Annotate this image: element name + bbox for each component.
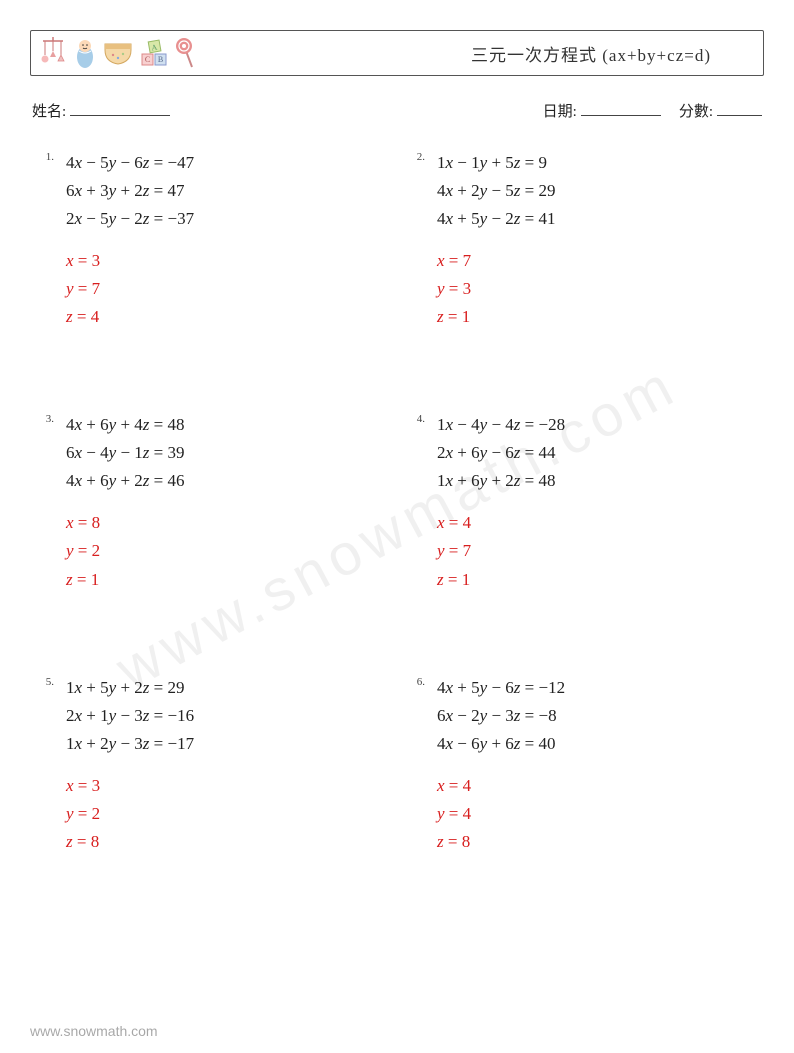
- answer-line: y = 2: [66, 800, 194, 828]
- answer-line: x = 4: [437, 772, 565, 800]
- equation: 4x − 5y − 6z = −47: [66, 149, 194, 177]
- problems-grid: 1. 4x − 5y − 6z = −47 6x + 3y + 2z = 47 …: [30, 149, 764, 856]
- equation: 1x + 5y + 2z = 29: [66, 674, 194, 702]
- equation: 2x + 6y − 6z = 44: [437, 439, 565, 467]
- answer-line: z = 8: [66, 828, 194, 856]
- header-icons: A C B: [39, 37, 197, 69]
- answer-line: z = 1: [437, 566, 565, 594]
- date-field: 日期:: [543, 100, 661, 121]
- answers: x = 3 y = 7 z = 4: [66, 247, 194, 331]
- equation: 1x + 6y + 2z = 48: [437, 467, 565, 495]
- svg-text:C: C: [145, 55, 150, 64]
- equation: 4x − 6y + 6z = 40: [437, 730, 565, 758]
- equation: 6x + 3y + 2z = 47: [66, 177, 194, 205]
- problem-number: 4.: [407, 411, 425, 425]
- date-label: 日期:: [543, 104, 577, 120]
- info-row: 姓名: 日期: 分數:: [30, 100, 764, 121]
- problem-number: 2.: [407, 149, 425, 163]
- equation: 4x + 6y + 2z = 46: [66, 467, 185, 495]
- answer-line: x = 7: [437, 247, 556, 275]
- blocks-icon: A C B: [139, 38, 169, 68]
- answer-line: z = 1: [437, 303, 556, 331]
- problem-number: 3.: [36, 411, 54, 425]
- answer-line: y = 3: [437, 275, 556, 303]
- svg-text:B: B: [158, 55, 163, 64]
- name-blank[interactable]: [70, 102, 170, 117]
- answer-line: x = 8: [66, 509, 185, 537]
- mobile-toy-icon: [39, 37, 67, 69]
- baby-icon: [73, 37, 97, 69]
- problem: 6. 4x + 5y − 6z = −12 6x − 2y − 3z = −8 …: [407, 674, 758, 856]
- equation: 1x + 2y − 3z = −17: [66, 730, 194, 758]
- answer-line: x = 3: [66, 247, 194, 275]
- rattle-icon: [175, 37, 197, 69]
- answers: x = 7 y = 3 z = 1: [437, 247, 556, 331]
- footer-url: www.snowmath.com: [30, 1023, 158, 1039]
- equation: 6x − 2y − 3z = −8: [437, 702, 565, 730]
- equation: 1x − 4y − 4z = −28: [437, 411, 565, 439]
- answers: x = 4 y = 4 z = 8: [437, 772, 565, 856]
- header-box: A C B 三元一次方程式 (ax+by+cz=d): [30, 30, 764, 76]
- problem-number: 5.: [36, 674, 54, 688]
- name-label: 姓名:: [32, 104, 66, 120]
- name-field: 姓名:: [32, 100, 170, 121]
- answer-line: y = 7: [66, 275, 194, 303]
- answer-line: x = 4: [437, 509, 565, 537]
- problem: 3. 4x + 6y + 4z = 48 6x − 4y − 1z = 39 4…: [36, 411, 387, 593]
- score-field: 分數:: [679, 100, 762, 121]
- equation: 2x − 5y − 2z = −37: [66, 205, 194, 233]
- score-label: 分數:: [679, 104, 713, 120]
- answers: x = 8 y = 2 z = 1: [66, 509, 185, 593]
- equation: 4x + 6y + 4z = 48: [66, 411, 185, 439]
- problem: 1. 4x − 5y − 6z = −47 6x + 3y + 2z = 47 …: [36, 149, 387, 331]
- page: A C B 三元一次方程式 (ax+by+cz=d) 姓名: 日期:: [0, 0, 794, 856]
- score-blank[interactable]: [717, 102, 762, 117]
- equation: 1x − 1y + 5z = 9: [437, 149, 556, 177]
- problem: 4. 1x − 4y − 4z = −28 2x + 6y − 6z = 44 …: [407, 411, 758, 593]
- answer-line: x = 3: [66, 772, 194, 800]
- equation: 2x + 1y − 3z = −16: [66, 702, 194, 730]
- equation: 4x + 5y − 6z = −12: [437, 674, 565, 702]
- problem-number: 1.: [36, 149, 54, 163]
- diaper-icon: [103, 40, 133, 66]
- answer-line: z = 4: [66, 303, 194, 331]
- answer-line: z = 1: [66, 566, 185, 594]
- problem: 2. 1x − 1y + 5z = 9 4x + 2y − 5z = 29 4x…: [407, 149, 758, 331]
- answer-line: y = 4: [437, 800, 565, 828]
- equation: 4x + 5y − 2z = 41: [437, 205, 556, 233]
- answer-line: z = 8: [437, 828, 565, 856]
- equation: 6x − 4y − 1z = 39: [66, 439, 185, 467]
- answers: x = 3 y = 2 z = 8: [66, 772, 194, 856]
- answers: x = 4 y = 7 z = 1: [437, 509, 565, 593]
- problem-number: 6.: [407, 674, 425, 688]
- answer-line: y = 7: [437, 537, 565, 565]
- equation: 4x + 2y − 5z = 29: [437, 177, 556, 205]
- problem: 5. 1x + 5y + 2z = 29 2x + 1y − 3z = −16 …: [36, 674, 387, 856]
- answer-line: y = 2: [66, 537, 185, 565]
- date-blank[interactable]: [581, 102, 661, 117]
- worksheet-title: 三元一次方程式 (ax+by+cz=d): [471, 41, 751, 66]
